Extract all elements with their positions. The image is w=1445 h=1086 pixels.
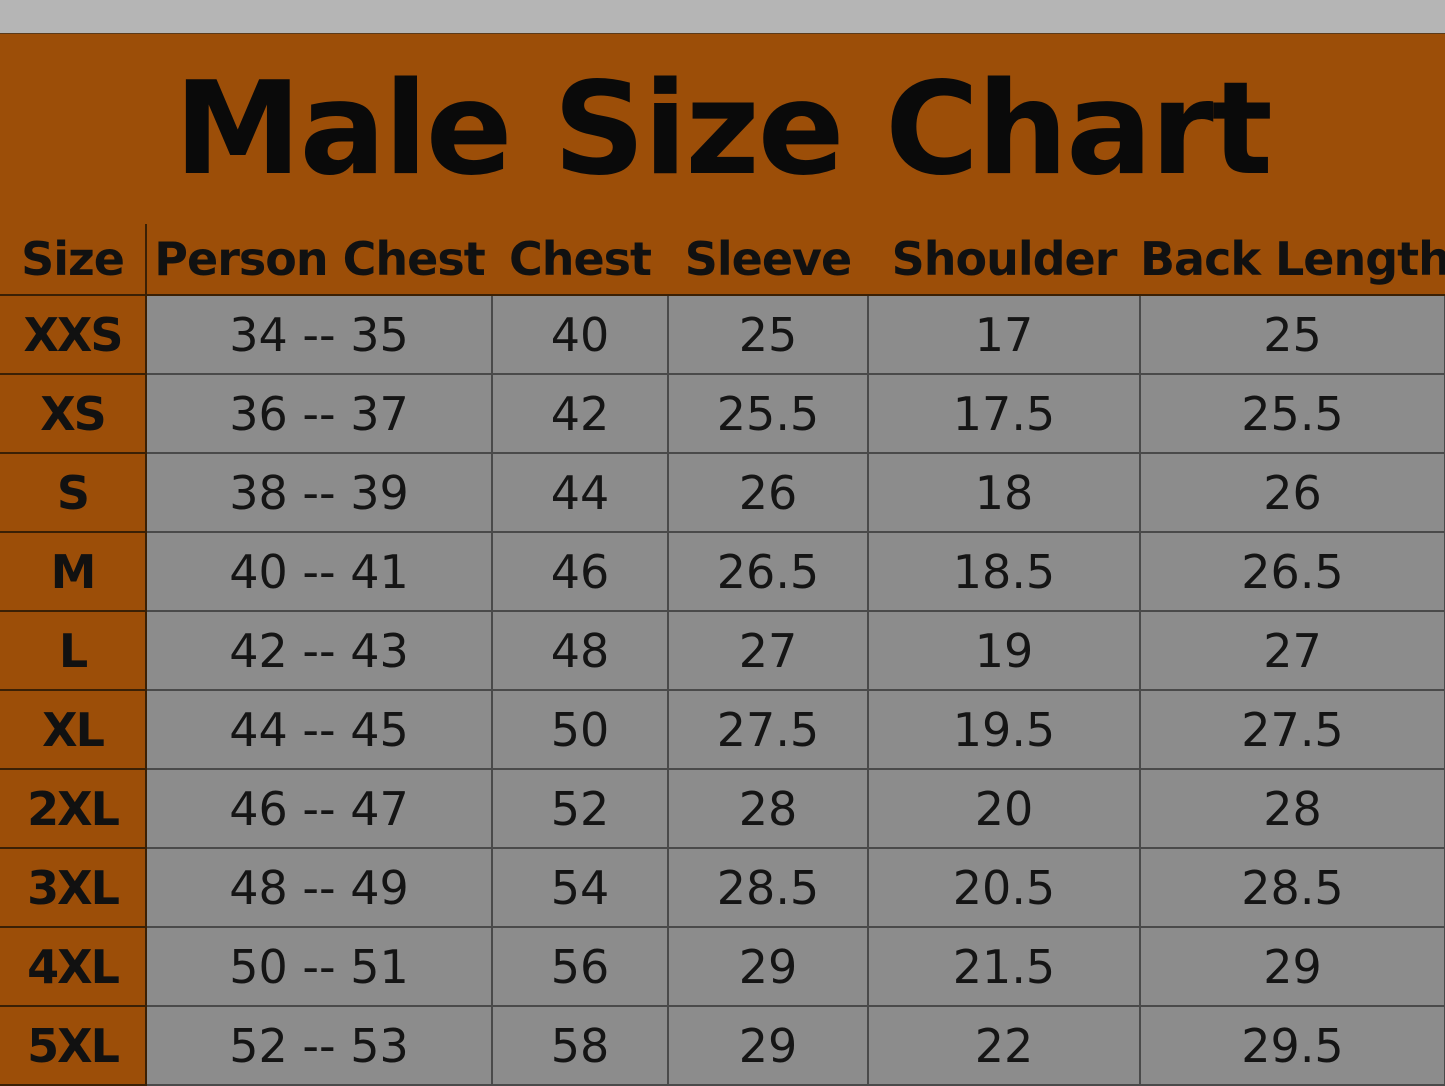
table-cell: 28 — [667, 768, 869, 849]
table-row: 5XL 52 -- 53 58 29 22 29.5 — [0, 1005, 1445, 1086]
top-strip — [0, 0, 1445, 35]
table-cell: 29 — [667, 1005, 869, 1086]
table-cell: 20 — [867, 768, 1141, 849]
size-label: 3XL — [0, 848, 147, 928]
table-cell: 28.5 — [1139, 847, 1445, 928]
table-cell: 25 — [667, 294, 869, 375]
table-cell: 22 — [867, 1005, 1141, 1086]
table-row: L 42 -- 43 48 27 19 27 — [0, 610, 1445, 691]
size-label: XXS — [0, 295, 147, 375]
table-cell: 44 — [491, 452, 669, 533]
table-cell: 36 -- 37 — [145, 373, 493, 454]
size-table: Size Person Chest Chest Sleeve Shoulder Back … — [0, 224, 1445, 1086]
table-cell: 54 — [491, 847, 669, 928]
size-label: XL — [0, 690, 147, 770]
table-cell: 18.5 — [867, 531, 1141, 612]
table-cell: 26.5 — [1139, 531, 1445, 612]
size-label: M — [0, 532, 147, 612]
table-row: XS 36 -- 37 42 25.5 17.5 25.5 — [0, 373, 1445, 454]
table-cell: 27.5 — [667, 689, 869, 770]
table-cell: 28.5 — [667, 847, 869, 928]
table-row: 4XL 50 -- 51 56 29 21.5 29 — [0, 926, 1445, 1007]
chart-title: Male Size Chart — [0, 34, 1445, 226]
column-header-person-chest: Person Chest — [146, 224, 492, 296]
column-header-shoulder: Shoulder — [868, 224, 1140, 296]
table-cell: 21.5 — [867, 926, 1141, 1007]
table-cell: 19.5 — [867, 689, 1141, 770]
table-cell: 42 — [491, 373, 669, 454]
table-cell: 38 -- 39 — [145, 452, 493, 533]
table-cell: 18 — [867, 452, 1141, 533]
table-cell: 17.5 — [867, 373, 1141, 454]
table-cell: 25.5 — [667, 373, 869, 454]
table-row: M 40 -- 41 46 26.5 18.5 26.5 — [0, 531, 1445, 612]
table-cell: 34 -- 35 — [145, 294, 493, 375]
table-cell: 46 — [491, 531, 669, 612]
table-cell: 19 — [867, 610, 1141, 691]
table-cell: 27.5 — [1139, 689, 1445, 770]
table-cell: 42 -- 43 — [145, 610, 493, 691]
table-row: XL 44 -- 45 50 27.5 19.5 27.5 — [0, 689, 1445, 770]
table-cell: 20.5 — [867, 847, 1141, 928]
size-label: L — [0, 611, 147, 691]
table-cell: 46 -- 47 — [145, 768, 493, 849]
table-cell: 28 — [1139, 768, 1445, 849]
table-row: 3XL 48 -- 49 54 28.5 20.5 28.5 — [0, 847, 1445, 928]
table-cell: 25.5 — [1139, 373, 1445, 454]
table-cell: 50 — [491, 689, 669, 770]
size-chart-sheet: Male Size Chart Size Person Chest Chest Sle… — [0, 34, 1445, 1086]
table-cell: 26 — [667, 452, 869, 533]
table-row: S 38 -- 39 44 26 18 26 — [0, 452, 1445, 533]
size-label: XS — [0, 374, 147, 454]
table-cell: 26.5 — [667, 531, 869, 612]
table-cell: 52 -- 53 — [145, 1005, 493, 1086]
table-cell: 29 — [667, 926, 869, 1007]
table-cell: 56 — [491, 926, 669, 1007]
table-row: 2XL 46 -- 47 52 28 20 28 — [0, 768, 1445, 849]
column-header-back-length: Back Length — [1140, 224, 1445, 296]
table-cell: 44 -- 45 — [145, 689, 493, 770]
table-cell: 40 -- 41 — [145, 531, 493, 612]
table-cell: 48 — [491, 610, 669, 691]
table-cell: 29.5 — [1139, 1005, 1445, 1086]
table-cell: 40 — [491, 294, 669, 375]
column-header-sleeve: Sleeve — [668, 224, 868, 296]
table-cell: 52 — [491, 768, 669, 849]
size-label: 2XL — [0, 769, 147, 849]
table-cell: 17 — [867, 294, 1141, 375]
table-cell: 27 — [667, 610, 869, 691]
table-cell: 50 -- 51 — [145, 926, 493, 1007]
size-label: S — [0, 453, 147, 533]
column-header-size: Size — [0, 224, 147, 296]
table-cell: 29 — [1139, 926, 1445, 1007]
table-cell: 26 — [1139, 452, 1445, 533]
column-header-chest: Chest — [492, 224, 668, 296]
table-row: XXS 34 -- 35 40 25 17 25 — [0, 294, 1445, 375]
table-cell: 25 — [1139, 294, 1445, 375]
table-cell: 58 — [491, 1005, 669, 1086]
header-row: Size Person Chest Chest Sleeve Shoulder Back … — [0, 224, 1445, 296]
table-cell: 48 -- 49 — [145, 847, 493, 928]
size-label: 4XL — [0, 927, 147, 1007]
size-label: 5XL — [0, 1006, 147, 1086]
table-cell: 27 — [1139, 610, 1445, 691]
